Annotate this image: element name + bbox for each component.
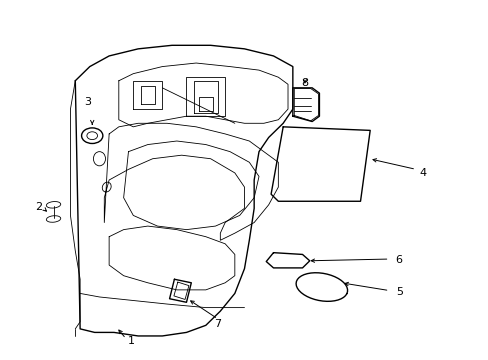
- Text: 4: 4: [419, 168, 426, 178]
- Text: 3: 3: [84, 97, 91, 107]
- Text: 1: 1: [127, 336, 134, 346]
- Text: 6: 6: [395, 255, 402, 265]
- Text: 2: 2: [36, 202, 42, 212]
- Text: 5: 5: [395, 287, 402, 297]
- Text: 8: 8: [301, 77, 308, 87]
- Text: 7: 7: [214, 319, 221, 329]
